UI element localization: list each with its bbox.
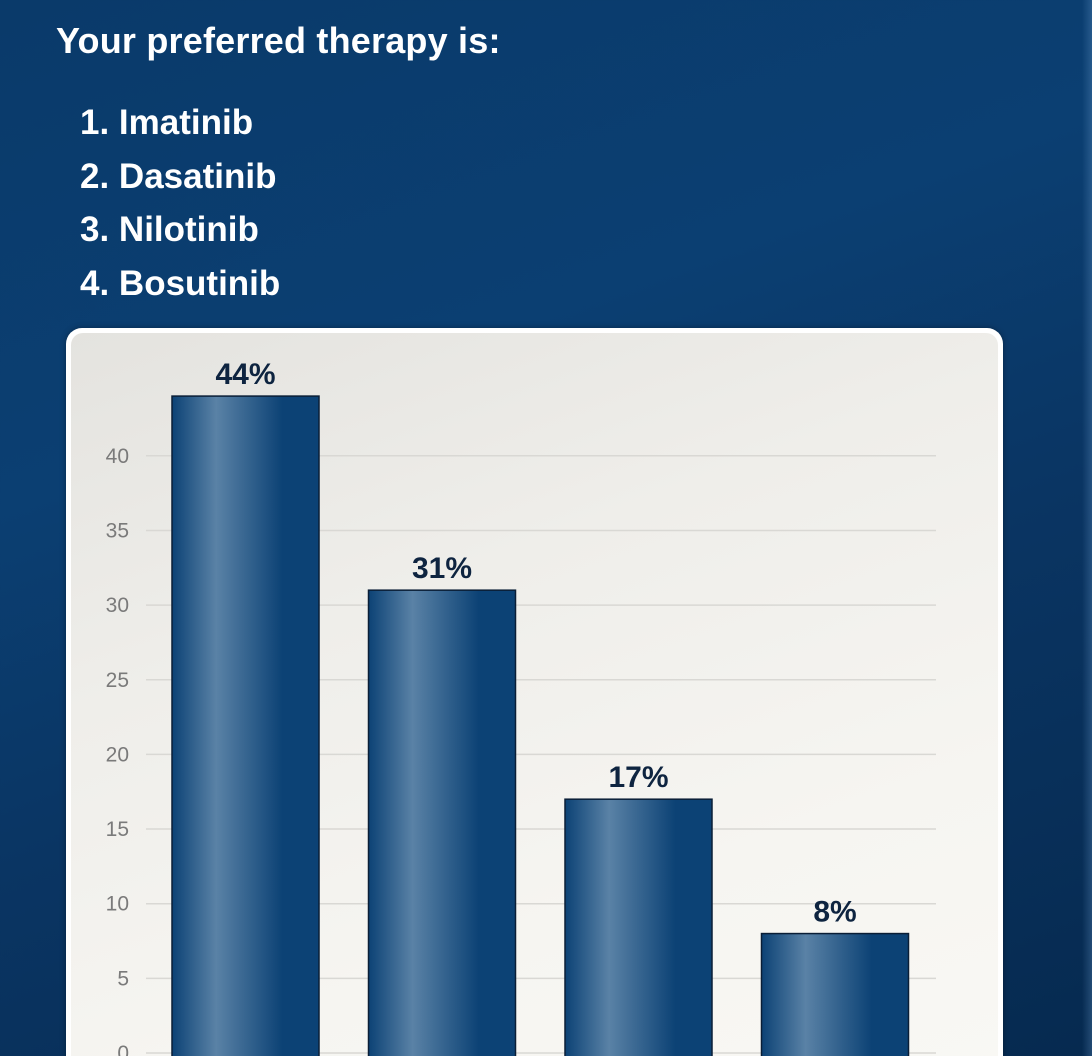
y-tick-label: 20 <box>106 743 129 766</box>
chart-area: 0 5 10 15 20 25 30 35 40 44% 31% 17% 8% <box>71 333 998 1056</box>
window-edge <box>1082 0 1092 1056</box>
option-item: 4. Bosutinib <box>80 263 281 303</box>
option-item: 2. Dasatinib <box>80 156 277 196</box>
bar-dasatinib <box>367 589 517 1056</box>
y-tick-label: 35 <box>106 519 129 542</box>
bar-value-label: 44% <box>215 358 275 391</box>
y-tick-label: 30 <box>106 594 129 617</box>
bar-chart: 0 5 10 15 20 25 30 35 40 44% 31% 17% 8% <box>106 358 936 1056</box>
bar-value-label: 31% <box>412 552 472 585</box>
answer-options-list: 1. Imatinib 2. Dasatinib 3. Nilotinib 4.… <box>80 100 280 314</box>
bar-imatinib <box>171 395 320 1056</box>
option-item: 3. Nilotinib <box>80 210 259 249</box>
y-tick-label: 0 <box>117 1042 129 1056</box>
option-item: 1. Imatinib <box>80 103 254 142</box>
y-tick-label: 10 <box>106 893 129 916</box>
question-title: Your preferred therapy is: <box>56 20 501 61</box>
bar-value-label: 17% <box>608 761 668 794</box>
bar-value-label: 8% <box>813 896 856 929</box>
y-tick-label: 25 <box>106 669 129 692</box>
y-tick-label: 5 <box>117 967 129 990</box>
y-tick-label: 15 <box>106 818 129 841</box>
bar-nilotinib <box>564 798 713 1056</box>
bar-bosutinib <box>760 932 910 1056</box>
chart-panel: 0 5 10 15 20 25 30 35 40 44% 31% 17% 8% <box>66 328 1003 1056</box>
y-tick-label: 40 <box>106 445 129 468</box>
